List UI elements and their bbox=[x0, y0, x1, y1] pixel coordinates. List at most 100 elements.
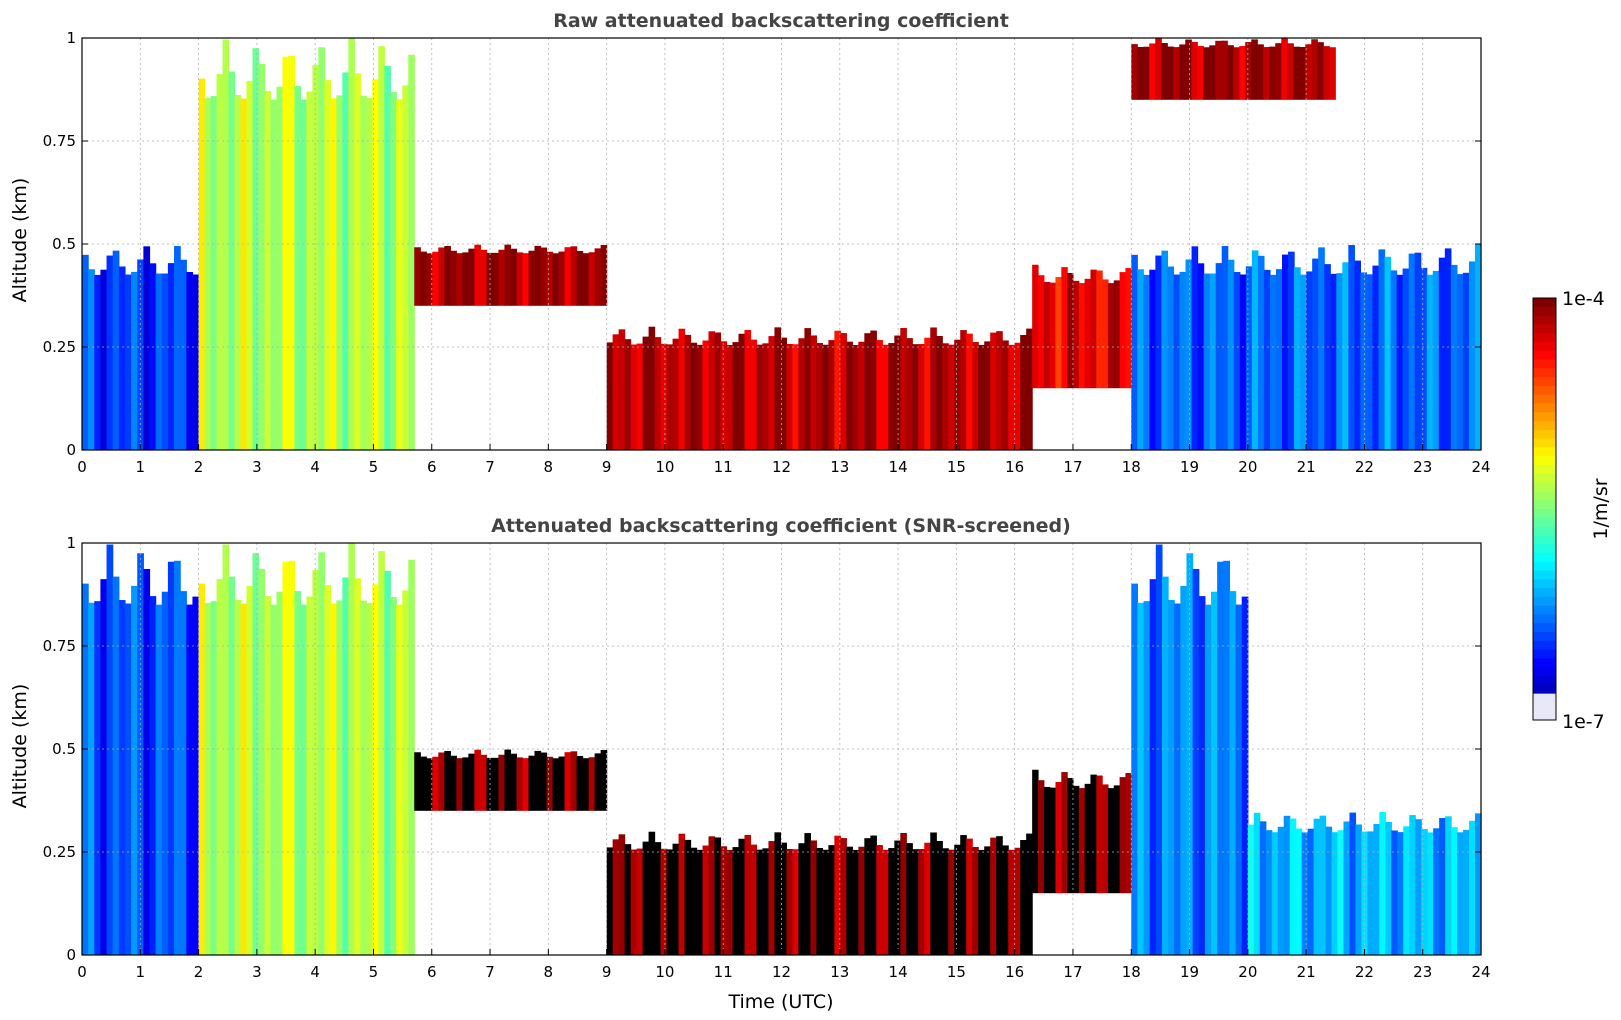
heatmap-cell bbox=[984, 341, 991, 450]
heatmap-cell bbox=[990, 837, 997, 955]
heatmap-cell bbox=[1288, 251, 1295, 450]
heatmap-cell bbox=[1317, 42, 1324, 100]
heatmap-cell bbox=[678, 328, 686, 450]
heatmap-cell bbox=[438, 752, 445, 811]
colorbar-cell bbox=[1533, 517, 1556, 528]
heatmap-cell bbox=[1271, 832, 1279, 955]
colorbar-cell bbox=[1533, 667, 1556, 677]
heatmap-cell bbox=[852, 344, 859, 450]
colorbar-gradient bbox=[1533, 298, 1556, 721]
heatmap-cell bbox=[810, 840, 817, 955]
x-tick-label: 11 bbox=[714, 458, 733, 476]
heatmap-cell bbox=[1020, 840, 1027, 955]
heatmap-cell bbox=[1265, 830, 1273, 955]
x-tick-label: 3 bbox=[252, 963, 262, 981]
heatmap-cell bbox=[426, 758, 433, 811]
x-tick-label: 15 bbox=[947, 458, 966, 476]
heatmap-cell bbox=[348, 38, 355, 451]
heatmap-cell bbox=[1463, 829, 1470, 955]
heatmap-cell bbox=[1343, 821, 1351, 955]
x-tick-label: 1 bbox=[136, 963, 146, 981]
heatmap-cell bbox=[1067, 272, 1074, 389]
heatmap-cell bbox=[246, 80, 254, 451]
colorbar-cell bbox=[1533, 544, 1556, 554]
heatmap-cell bbox=[118, 266, 126, 450]
heatmap-cell bbox=[804, 328, 811, 450]
x-tick-label: 21 bbox=[1297, 458, 1316, 476]
heatmap-cell bbox=[252, 553, 260, 955]
heatmap-cell bbox=[906, 338, 913, 450]
heatmap-cell bbox=[1235, 604, 1243, 955]
colorbar-cell bbox=[1533, 421, 1556, 431]
heatmap-cell bbox=[1306, 271, 1313, 450]
x-tick-label: 4 bbox=[310, 458, 320, 476]
heatmap-cell bbox=[1311, 39, 1318, 100]
heatmap-cell bbox=[192, 274, 200, 450]
colorbar-cell bbox=[1533, 350, 1556, 361]
heatmap-cell bbox=[1002, 845, 1009, 955]
heatmap-cell bbox=[161, 273, 169, 450]
heatmap-cell bbox=[684, 334, 692, 450]
heatmap-cell bbox=[792, 849, 800, 955]
heatmap-cell bbox=[1384, 256, 1392, 450]
heatmap-cell bbox=[798, 843, 805, 955]
heatmap-cell bbox=[1325, 826, 1333, 955]
heatmap-cell bbox=[408, 559, 415, 955]
heatmap-cell bbox=[264, 596, 272, 955]
heatmap-cell bbox=[522, 253, 530, 306]
heatmap-cell bbox=[846, 846, 853, 955]
heatmap-cell bbox=[1378, 249, 1386, 450]
heatmap-cell bbox=[1402, 268, 1410, 450]
heatmap-cell bbox=[810, 335, 817, 450]
heatmap-cell bbox=[888, 343, 895, 450]
heatmap-cell bbox=[216, 74, 224, 451]
heatmap-cell bbox=[1287, 43, 1294, 100]
x-tick-label: 9 bbox=[602, 963, 612, 981]
heatmap-cell bbox=[1131, 254, 1138, 450]
heatmap-cell bbox=[270, 604, 278, 955]
heatmap-cell bbox=[462, 252, 469, 306]
y-axis-label: Altitude (km) bbox=[9, 178, 31, 303]
heatmap-cell bbox=[1456, 274, 1464, 450]
heatmap-cell bbox=[576, 250, 584, 306]
heatmap-cell bbox=[155, 273, 163, 450]
colorbar-cell bbox=[1533, 315, 1556, 325]
heatmap-cell bbox=[174, 246, 181, 450]
heatmap-cell bbox=[1067, 777, 1074, 894]
y-tick-label: 0.25 bbox=[43, 843, 76, 861]
colorbar: 1e-4 1e-7 1/m/sr bbox=[1532, 288, 1612, 733]
heatmap-cell bbox=[1072, 280, 1080, 389]
heatmap-cell bbox=[1251, 250, 1259, 450]
heatmap-cell bbox=[876, 845, 883, 955]
heatmap-cell bbox=[149, 263, 157, 450]
heatmap-cell bbox=[540, 752, 548, 811]
heatmap-cell bbox=[918, 344, 925, 450]
heatmap-cell bbox=[1277, 826, 1285, 955]
heatmap-cell bbox=[696, 344, 704, 450]
heatmap-cell bbox=[306, 596, 314, 955]
x-tick-label: 15 bbox=[947, 963, 966, 981]
heatmap-cell bbox=[1217, 561, 1224, 955]
heatmap-cell bbox=[167, 561, 175, 955]
y-tick-label: 0.5 bbox=[52, 740, 76, 758]
heatmap-cell bbox=[1414, 252, 1422, 450]
heatmap-cell bbox=[324, 80, 331, 451]
heatmap-cell bbox=[828, 340, 835, 450]
heatmap-cell bbox=[1329, 47, 1336, 100]
heatmap-cell bbox=[624, 844, 632, 955]
heatmap-cell bbox=[552, 758, 560, 811]
heatmap-cell bbox=[1049, 282, 1057, 389]
heatmap-cell bbox=[1061, 772, 1068, 894]
heatmap-cell bbox=[444, 750, 451, 811]
heatmap-cell bbox=[366, 98, 373, 450]
heatmap-cell bbox=[1281, 38, 1288, 100]
heatmap-cell bbox=[228, 71, 236, 451]
heatmap-cell bbox=[738, 838, 746, 955]
colorbar-cell bbox=[1533, 588, 1556, 598]
heatmap-cell bbox=[294, 591, 302, 955]
x-tick-label: 6 bbox=[427, 458, 437, 476]
heatmap-cell bbox=[342, 577, 349, 955]
heatmap-cell bbox=[222, 544, 230, 955]
y-tick-label: 0.5 bbox=[52, 235, 76, 253]
heatmap-cell bbox=[1257, 255, 1265, 450]
